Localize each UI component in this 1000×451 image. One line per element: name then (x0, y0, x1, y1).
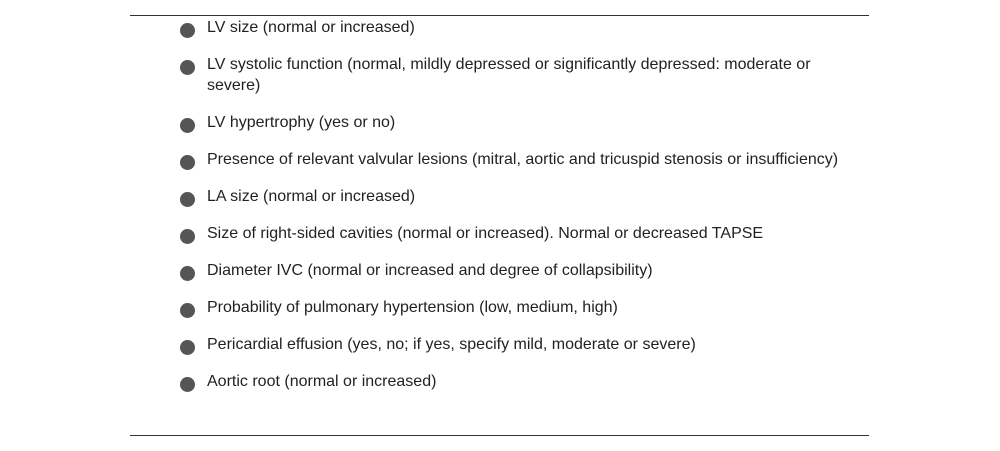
list-item: Diameter IVC (normal or increased and de… (180, 260, 840, 281)
list-item: LV systolic function (normal, mildly dep… (180, 54, 840, 96)
bullet-icon (180, 377, 195, 392)
bullet-icon (180, 266, 195, 281)
list-item-text: Pericardial effusion (yes, no; if yes, s… (207, 336, 696, 353)
list-item-text: Aortic root (normal or increased) (207, 373, 437, 390)
list-item: Aortic root (normal or increased) (180, 371, 840, 392)
list-item: Presence of relevant valvular lesions (m… (180, 149, 840, 170)
top-divider (130, 15, 869, 16)
bullet-icon (180, 23, 195, 38)
bullet-icon (180, 192, 195, 207)
list-item-text: Diameter IVC (normal or increased and de… (207, 262, 653, 279)
list-item: LV size (normal or increased) (180, 17, 840, 38)
list-item: LV hypertrophy (yes or no) (180, 112, 840, 133)
list-item-text: Size of right-sided cavities (normal or … (207, 225, 764, 242)
bullet-icon (180, 229, 195, 244)
list-item-text: LV size (normal or increased) (207, 19, 415, 36)
list-item: Probability of pulmonary hypertension (l… (180, 297, 840, 318)
bottom-divider (130, 435, 869, 436)
echo-findings-list: LV size (normal or increased) LV systoli… (180, 17, 840, 408)
list-item-text: LV hypertrophy (yes or no) (207, 114, 396, 131)
bullet-icon (180, 303, 195, 318)
list-item: Pericardial effusion (yes, no; if yes, s… (180, 334, 840, 355)
list-item: LA size (normal or increased) (180, 186, 840, 207)
bullet-icon (180, 118, 195, 133)
bullet-icon (180, 340, 195, 355)
list-item-text: LV systolic function (normal, mildly dep… (207, 56, 811, 94)
list-item-text: Presence of relevant valvular lesions (m… (207, 151, 839, 168)
list-item-text: Probability of pulmonary hypertension (l… (207, 299, 618, 316)
bullet-icon (180, 155, 195, 170)
list-item: Size of right-sided cavities (normal or … (180, 223, 840, 244)
list-item-text: LA size (normal or increased) (207, 188, 416, 205)
bullet-icon (180, 60, 195, 75)
